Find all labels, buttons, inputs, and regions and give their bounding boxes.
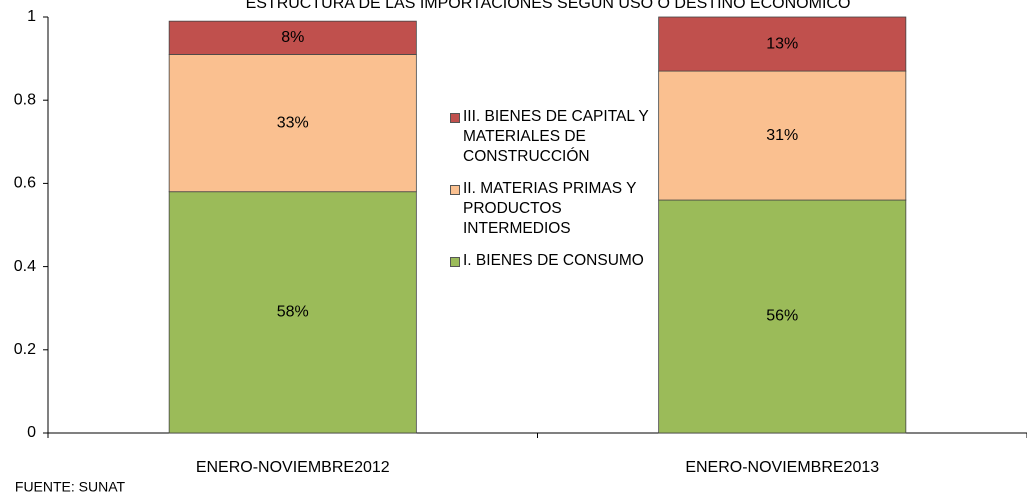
y-tick-label: 1 (27, 8, 36, 25)
bar-segment (658, 199, 907, 434)
legend-swatch (450, 257, 460, 267)
y-tick-label: 0 (27, 424, 36, 441)
y-tick-label: 0.2 (14, 341, 36, 358)
bar-segment (168, 54, 417, 193)
x-tick-label: ENERO-NOVIEMBRE2012 (196, 459, 390, 476)
bar-segment (658, 16, 907, 72)
data-label: 56% (766, 308, 798, 325)
data-label: 31% (766, 127, 798, 144)
chart-title: ESTRUCTURA DE LAS IMPORTACIONES SEGÚN US… (246, 0, 851, 12)
bar-segment (168, 191, 417, 434)
legend-entry: II. MATERIAS PRIMAS Y PRODUCTOS INTERMED… (450, 179, 660, 239)
y-tick-label: 0.8 (14, 91, 36, 108)
source: FUENTE: SUNAT (15, 479, 126, 495)
legend-label: I. BIENES DE CONSUMO (463, 252, 644, 269)
legend-label: III. BIENES DE CAPITAL Y MATERIALES DE C… (463, 108, 649, 165)
y-tick-label: 0.4 (14, 258, 36, 275)
legend-swatch (450, 113, 460, 123)
legend-entry: III. BIENES DE CAPITAL Y MATERIALES DE C… (450, 107, 660, 167)
data-label: 8% (281, 29, 304, 46)
legend: III. BIENES DE CAPITAL Y MATERIALES DE C… (450, 107, 660, 283)
x-tick-label: ENERO-NOVIEMBRE2013 (685, 459, 879, 476)
data-label: 58% (277, 304, 309, 321)
data-label: 33% (277, 114, 309, 131)
bar-segment (168, 20, 417, 55)
y-tick-label: 0.6 (14, 175, 36, 192)
legend-entry: I. BIENES DE CONSUMO (450, 251, 660, 271)
legend-label: II. MATERIAS PRIMAS Y PRODUCTOS INTERMED… (463, 180, 637, 237)
bar-segment (658, 70, 907, 201)
legend-swatch (450, 185, 460, 195)
data-label: 13% (766, 35, 798, 52)
